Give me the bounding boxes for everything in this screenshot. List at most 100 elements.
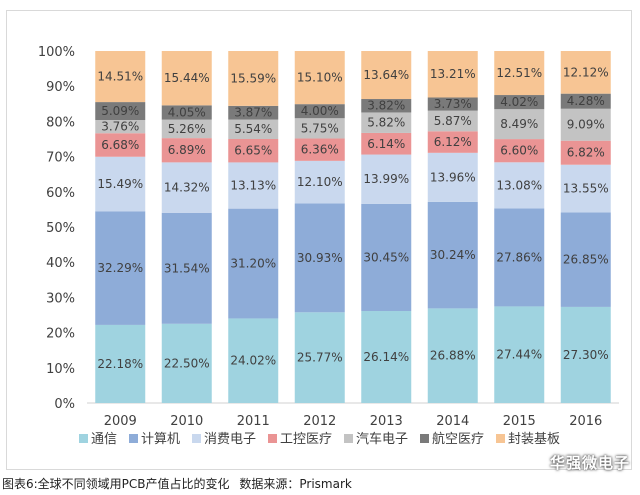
caption-source: 数据来源：Prismark xyxy=(239,477,352,491)
bar-segment xyxy=(161,323,212,403)
bar-segment xyxy=(95,119,146,134)
bar-segment xyxy=(361,132,412,155)
data-label: 6.68% xyxy=(101,138,139,152)
y-tick-label: 40% xyxy=(46,256,75,271)
data-label: 13.64% xyxy=(363,68,409,82)
legend-swatch xyxy=(420,434,429,443)
data-label: 12.12% xyxy=(563,65,609,79)
bar-segment xyxy=(560,306,611,403)
bar-segment xyxy=(427,131,478,153)
bar-segment xyxy=(494,109,545,140)
data-label: 31.20% xyxy=(230,257,276,271)
data-label: 26.88% xyxy=(430,349,476,363)
legend-swatch xyxy=(129,434,138,443)
bar-segment xyxy=(361,99,412,113)
data-label: 6.89% xyxy=(168,143,206,157)
legend-label: 汽车电子 xyxy=(356,431,408,447)
data-label: 27.30% xyxy=(563,348,609,362)
y-tick-label: 20% xyxy=(46,327,75,342)
data-label: 3.76% xyxy=(101,120,139,134)
bar-segment xyxy=(95,211,146,325)
bar-segment xyxy=(494,306,545,403)
x-tick-label: 2009 xyxy=(104,414,137,429)
data-label: 32.29% xyxy=(97,261,143,275)
legend-label: 消费电子 xyxy=(204,432,256,447)
legend-label: 通信 xyxy=(91,432,117,447)
x-tick-label: 2010 xyxy=(170,414,203,429)
bar-segment xyxy=(294,104,345,119)
bar-segment xyxy=(228,162,279,209)
bar-segment xyxy=(161,105,212,120)
bar-segment xyxy=(228,119,279,139)
legend-swatch xyxy=(344,434,353,443)
y-tick-label: 50% xyxy=(46,221,75,236)
x-tick-label: 2012 xyxy=(303,414,336,429)
data-label: 14.32% xyxy=(164,181,210,195)
bar-segment xyxy=(494,139,545,163)
data-label: 13.13% xyxy=(230,179,276,193)
bar-segment xyxy=(560,93,611,109)
x-tick-label: 2013 xyxy=(370,414,403,429)
bar-segment xyxy=(294,312,345,403)
bar-segment xyxy=(427,201,478,309)
y-tick-label: 70% xyxy=(46,151,75,166)
bar-segment xyxy=(228,139,279,163)
x-tick-label: 2016 xyxy=(569,414,602,429)
data-label: 6.82% xyxy=(567,146,605,160)
data-label: 4.00% xyxy=(301,104,339,118)
bar-segment xyxy=(95,51,146,103)
data-label: 13.55% xyxy=(563,182,609,196)
legend-label: 航空医疗 xyxy=(432,431,484,447)
bar-segment xyxy=(95,133,146,157)
bar-segment xyxy=(95,156,146,212)
y-tick-label: 0% xyxy=(54,397,75,412)
bar-segment xyxy=(361,154,412,204)
legend-label: 封装基板 xyxy=(508,432,560,447)
bar-segment xyxy=(427,51,478,98)
data-label: 4.02% xyxy=(500,95,538,109)
data-label: 27.44% xyxy=(496,348,542,362)
bars: 22.18% 32.29% 15.49% 6.68% 3.76% 5.09% 14.51% 2… xyxy=(95,51,611,403)
data-label: 3.82% xyxy=(367,99,405,113)
legend-label: 计算机 xyxy=(141,432,180,447)
data-label: 5.82% xyxy=(367,116,405,130)
bar-segment xyxy=(560,164,611,213)
data-label: 6.12% xyxy=(434,135,472,149)
data-label: 13.99% xyxy=(363,172,409,186)
data-label: 6.65% xyxy=(234,144,272,158)
bar-segment xyxy=(361,112,412,133)
bar-segment xyxy=(228,105,279,120)
data-label: 31.54% xyxy=(164,261,210,275)
bar-segment xyxy=(294,118,345,139)
data-label: 13.08% xyxy=(496,178,542,192)
legend-swatch xyxy=(79,434,88,443)
data-label: 14.51% xyxy=(97,70,143,84)
bar-segment xyxy=(161,212,212,324)
x-axis: 2009 2010 2011 2012 2013 2014 2015 2016 xyxy=(87,402,619,429)
y-axis: 0% 10% 20% 30% 40% 50% 60% 70% 80% 90% 100% xyxy=(38,45,75,412)
y-tick-label: 90% xyxy=(46,80,75,95)
data-label: 5.26% xyxy=(168,122,206,136)
bar-segment xyxy=(294,138,345,161)
bar-segment xyxy=(294,203,345,313)
data-label: 30.45% xyxy=(363,250,409,264)
bar-segment xyxy=(427,308,478,403)
legend-label: 工控医疗 xyxy=(280,432,332,447)
data-label: 26.85% xyxy=(563,253,609,267)
data-label: 3.87% xyxy=(234,106,272,120)
data-label: 6.60% xyxy=(500,144,538,158)
bar-segment xyxy=(161,138,212,163)
data-label: 3.73% xyxy=(434,97,472,111)
data-label: 24.02% xyxy=(230,354,276,368)
stacked-percent-bar-chart: 0%10%20%30%40%50%60%70%80%90%100% 2009 20… xyxy=(38,45,619,447)
data-label: 9.09% xyxy=(567,118,605,132)
data-label: 22.18% xyxy=(97,357,143,371)
data-label: 12.10% xyxy=(297,175,343,189)
bar-segment xyxy=(161,119,212,139)
bar-segment xyxy=(95,324,146,403)
bar-segment xyxy=(228,318,279,403)
data-label: 5.54% xyxy=(234,122,272,136)
legend-swatch xyxy=(268,434,277,443)
data-label: 26.14% xyxy=(363,350,409,364)
